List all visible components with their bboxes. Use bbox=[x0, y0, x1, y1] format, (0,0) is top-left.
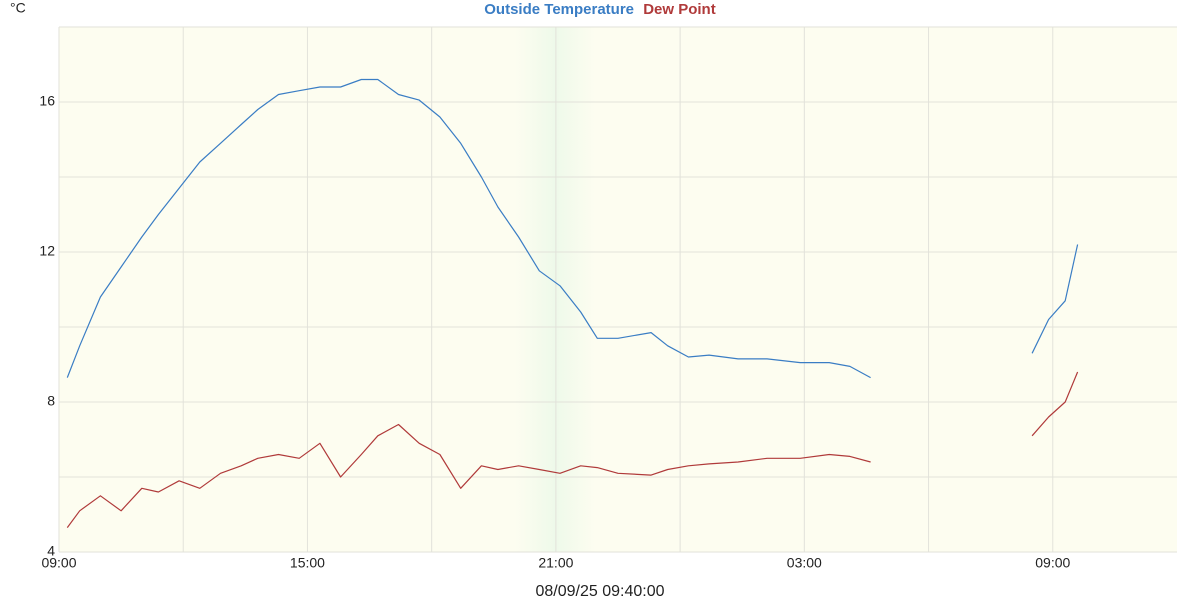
x-tick-label: 09:00 bbox=[1035, 555, 1070, 571]
x-tick-label: 21:00 bbox=[538, 555, 573, 571]
grid bbox=[58, 26, 1177, 553]
x-tick-label: 15:00 bbox=[290, 555, 325, 571]
x-tick-label: 03:00 bbox=[787, 555, 822, 571]
twilight-band bbox=[515, 27, 595, 552]
legend: Outside Temperature Dew Point bbox=[484, 1, 715, 18]
series-line bbox=[66, 78, 1079, 379]
y-tick-label: 12 bbox=[39, 243, 55, 259]
legend-entry: Dew Point bbox=[643, 1, 716, 18]
series-line bbox=[66, 371, 1079, 528]
y-tick-label: 16 bbox=[39, 93, 55, 109]
y-axis-unit: °C bbox=[10, 0, 26, 16]
y-tick-label: 8 bbox=[47, 393, 55, 409]
y-tick-label: 4 bbox=[47, 543, 55, 559]
x-tick-label: 09:00 bbox=[41, 555, 76, 571]
x-axis-label: 08/09/25 09:40:00 bbox=[535, 583, 664, 600]
legend-entry: Outside Temperature bbox=[484, 1, 634, 18]
